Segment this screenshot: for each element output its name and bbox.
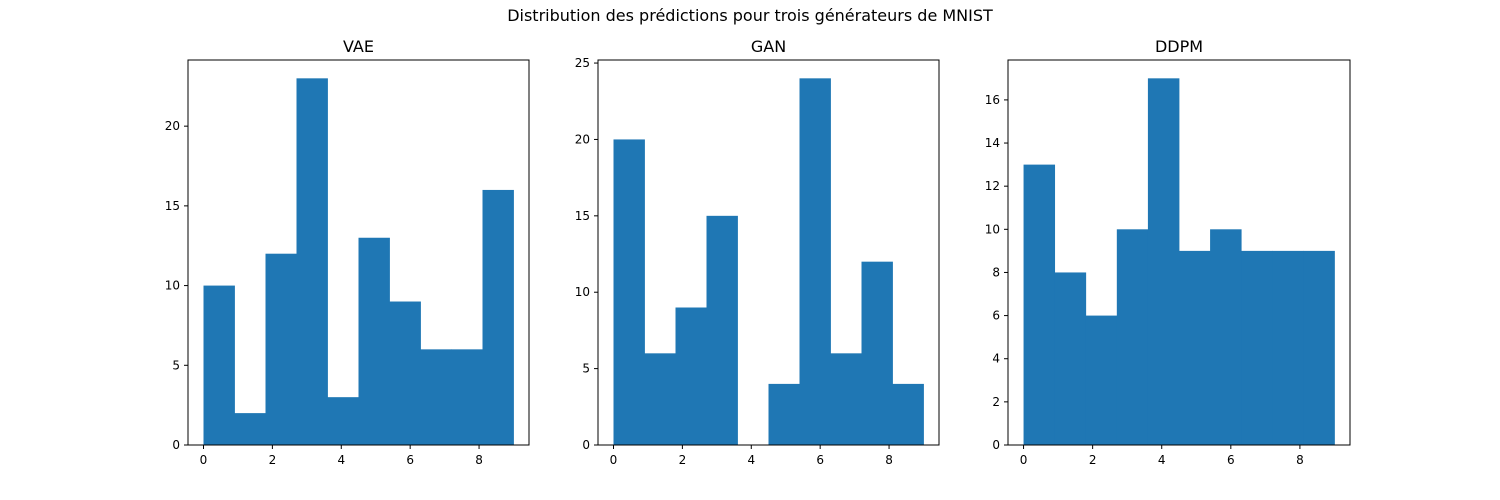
histogram-bar: [1147, 78, 1180, 445]
y-tick-label: 8: [992, 265, 1000, 279]
y-tick-label: 10: [575, 285, 590, 299]
panel-title: VAE: [343, 37, 374, 56]
histogram-bar: [327, 397, 359, 445]
histogram-bar: [799, 78, 831, 445]
histogram-bar: [482, 189, 514, 445]
x-tick-label: 8: [1296, 453, 1304, 467]
y-tick-label: 5: [172, 358, 180, 372]
panel-title: DDPM: [1155, 37, 1203, 56]
y-tick-label: 2: [992, 395, 1000, 409]
panel-title: GAN: [751, 37, 786, 56]
histogram-bar: [830, 353, 862, 445]
y-tick-label: 20: [165, 119, 180, 133]
y-tick-label: 16: [985, 93, 1000, 107]
histogram-bar: [1054, 272, 1087, 445]
y-tick-label: 0: [992, 438, 1000, 452]
subplot-vae: VAE 0 2 4 6 8 0 5 10 15 20: [165, 37, 530, 467]
x-tick-label: 6: [816, 453, 824, 467]
histogram-bar: [1272, 250, 1304, 445]
figure-suptitle: Distribution des prédictions pour trois …: [507, 6, 993, 25]
x-tick-label: 8: [885, 453, 893, 467]
histogram-bar: [389, 301, 421, 445]
x-tick-label: 2: [679, 453, 687, 467]
histogram-bar: [1303, 250, 1335, 445]
x-tick-label: 2: [1089, 453, 1097, 467]
y-tick-label: 12: [985, 179, 1000, 193]
histogram-bar: [358, 237, 390, 445]
histogram-bar: [1241, 250, 1273, 445]
y-tick-label: 15: [165, 199, 180, 213]
x-tick-label: 0: [1020, 453, 1028, 467]
x-tick-label: 4: [1158, 453, 1166, 467]
histogram-bar: [234, 413, 266, 445]
y-tick-label: 20: [575, 132, 590, 146]
x-tick-label: 8: [475, 453, 483, 467]
axes-frame: [187, 59, 530, 446]
histogram-bar: [644, 353, 676, 445]
histogram-bar: [892, 383, 924, 445]
subplot-gan: GAN 0 2 4 6 8 0 5 10 15 20 25: [575, 37, 940, 467]
y-tick-label: 14: [985, 136, 1000, 150]
histogram-bar: [420, 349, 452, 445]
histogram-bar: [706, 215, 738, 445]
x-tick-label: 2: [269, 453, 277, 467]
x-tick-label: 6: [1227, 453, 1235, 467]
y-tick-label: 10: [985, 222, 1000, 236]
histogram-bar: [203, 285, 235, 445]
axes-frame: [1007, 59, 1351, 446]
y-tick-label: 0: [172, 438, 180, 452]
x-tick-label: 6: [406, 453, 414, 467]
y-tick-label: 25: [575, 56, 590, 70]
histogram-bar: [675, 307, 707, 445]
histogram-bar: [265, 253, 297, 445]
x-tick-label: 4: [337, 453, 345, 467]
histogram-bar: [1023, 164, 1056, 446]
y-tick-label: 15: [575, 209, 590, 223]
y-tick-label: 5: [582, 362, 590, 376]
y-tick-label: 10: [165, 279, 180, 293]
histogram-bar: [296, 78, 328, 445]
x-tick-label: 4: [747, 453, 755, 467]
histogram-bar: [768, 383, 800, 445]
histogram-bar: [861, 261, 893, 445]
y-tick-label: 0: [582, 438, 590, 452]
histogram-bar: [1210, 229, 1242, 445]
x-tick-label: 0: [200, 453, 208, 467]
histogram-bar: [1116, 229, 1149, 445]
axes-frame: [597, 59, 940, 446]
subplot-ddpm: DDPM 0 2 4 6 8 0 2 4 6 8 10 12 14 16: [985, 37, 1351, 467]
histogram-bar: [1085, 315, 1118, 445]
x-tick-label: 0: [610, 453, 618, 467]
histogram-bar: [613, 139, 645, 445]
histogram-bar: [1179, 250, 1211, 445]
y-tick-label: 6: [992, 309, 1000, 323]
y-tick-label: 4: [992, 352, 1000, 366]
histogram-bar: [451, 349, 483, 445]
